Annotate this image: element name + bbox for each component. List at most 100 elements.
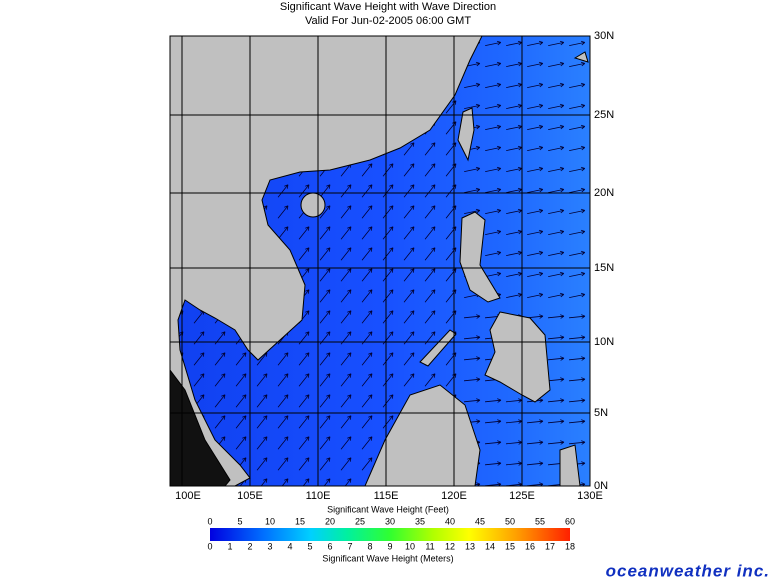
arrow <box>506 82 523 88</box>
arrow <box>527 208 544 214</box>
meters-tick: 17 <box>545 541 555 551</box>
arrow <box>569 187 586 193</box>
arrow <box>424 289 436 303</box>
feet-tick: 50 <box>505 516 515 526</box>
arrow <box>485 208 502 214</box>
arrow <box>214 394 226 408</box>
arrow <box>506 250 523 256</box>
arrow <box>485 229 502 235</box>
arrow <box>527 40 544 46</box>
feet-tick: 30 <box>385 516 395 526</box>
arrow <box>403 310 415 324</box>
arrow <box>319 436 331 450</box>
arrow <box>548 292 565 298</box>
arrow <box>298 184 310 198</box>
land <box>170 36 589 486</box>
arrow <box>277 436 289 450</box>
arrow <box>485 145 502 151</box>
arrow <box>424 310 436 324</box>
arrow <box>403 226 415 240</box>
brand: oceanweather inc. <box>606 561 770 580</box>
arrow <box>298 415 310 429</box>
arrow <box>527 229 544 235</box>
arrow <box>319 310 331 324</box>
arrow <box>506 229 523 235</box>
meters-tick: 8 <box>367 541 372 551</box>
arrow <box>548 398 565 403</box>
arrow <box>344 478 352 486</box>
arrow <box>485 82 502 88</box>
feet-title: Significant Wave Height (Feet) <box>327 504 449 514</box>
arrow <box>548 229 565 235</box>
arrow <box>485 398 502 403</box>
arrow <box>485 440 502 445</box>
arrow <box>277 184 289 198</box>
arrow <box>485 166 502 172</box>
arrow <box>527 292 544 298</box>
feet-tick: 20 <box>325 516 335 526</box>
arrow <box>403 163 415 177</box>
arrow <box>403 205 415 219</box>
arrow <box>319 268 331 282</box>
arrow <box>382 415 394 429</box>
arrow <box>548 82 565 88</box>
feet-tick: 0 <box>207 516 212 526</box>
arrow <box>298 373 310 387</box>
arrow <box>506 208 523 214</box>
arrow <box>403 247 415 261</box>
arrow <box>281 478 289 486</box>
arrow <box>382 163 394 177</box>
arrow <box>569 356 586 361</box>
arrow <box>548 271 565 277</box>
arrow <box>277 352 289 366</box>
arrow <box>527 103 544 109</box>
arrow <box>298 352 310 366</box>
feet-tick: 25 <box>355 516 365 526</box>
lon-label: 105E <box>237 490 263 502</box>
arrow <box>214 352 226 366</box>
arrow <box>361 205 373 219</box>
arrow <box>464 103 481 109</box>
arrow <box>506 187 523 193</box>
arrow <box>319 415 331 429</box>
arrow <box>340 415 352 429</box>
arrow <box>548 314 565 319</box>
arrow <box>214 373 226 387</box>
arrow <box>424 205 436 219</box>
arrow <box>319 394 331 408</box>
arrow <box>340 247 352 261</box>
arrow <box>319 373 331 387</box>
arrow <box>569 271 586 277</box>
arrow <box>569 314 586 319</box>
colorbar <box>210 528 570 541</box>
arrow <box>464 314 481 319</box>
arrow <box>464 82 481 88</box>
meters-tick: 0 <box>207 541 212 551</box>
arrow <box>548 208 565 214</box>
feet-tick: 55 <box>535 516 545 526</box>
arrow <box>569 208 586 214</box>
arrow <box>569 103 586 109</box>
arrow <box>256 373 268 387</box>
arrow <box>506 398 523 403</box>
arrow <box>464 356 481 361</box>
arrow <box>340 436 352 450</box>
arrow <box>340 352 352 366</box>
arrow <box>403 352 415 366</box>
arrow <box>256 394 268 408</box>
arrow <box>506 145 523 151</box>
arrow <box>424 226 436 240</box>
meters-tick: 6 <box>327 541 332 551</box>
arrow <box>256 436 268 450</box>
arrow <box>424 247 436 261</box>
arrow <box>527 271 544 277</box>
arrow <box>527 61 544 67</box>
arrow <box>569 40 586 46</box>
feet-tick: 15 <box>295 516 305 526</box>
arrow <box>361 352 373 366</box>
meters-tick: 9 <box>387 541 392 551</box>
arrow <box>548 40 565 46</box>
arrow <box>548 166 565 172</box>
meters-tick: 12 <box>445 541 455 551</box>
arrow <box>527 461 544 466</box>
